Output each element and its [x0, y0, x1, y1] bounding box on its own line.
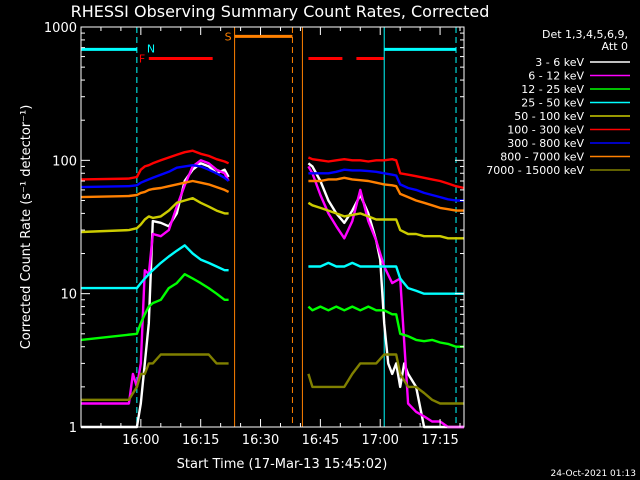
x-tick-label-17-00: 17:00 — [361, 433, 398, 448]
event-label-s: S — [225, 30, 232, 43]
x-tick-label-16-45: 16:45 — [302, 433, 339, 448]
series-line-7000-15000-kev — [81, 353, 464, 405]
axis-ticks: 16:00 16:15 16:30 16:45 17:00 17:15 1 10 100 1000 — [44, 21, 464, 448]
event-bars: S FN — [81, 30, 457, 66]
series-line-800-7000-kev — [80, 176, 464, 212]
legend-label-6-12-kev: 6 - 12 keV — [528, 70, 584, 83]
legend-label-3-6-kev: 3 - 6 keV — [535, 56, 584, 69]
legend-label-7000-15000-kev: 7000 - 15000 keV — [486, 164, 584, 177]
event-label-f: F — [139, 53, 145, 66]
legend-label-300-800-kev: 300 - 800 keV — [507, 137, 584, 150]
x-tick-label-16-00: 16:00 — [122, 433, 159, 448]
legend-label-12-25-kev: 12 - 25 keV — [521, 83, 584, 96]
legend-header-line-1: Att 0 — [602, 40, 628, 53]
legend-label-50-100-kev: 50 - 100 keV — [514, 110, 584, 123]
y-tick-label-100: 100 — [52, 154, 77, 169]
y-tick-label-1000: 1000 — [44, 21, 77, 36]
timestamp: 24-Oct-2021 01:13 — [551, 469, 636, 479]
y-tick-label-10: 10 — [60, 288, 77, 303]
plot-frame — [80, 26, 465, 428]
x-axis-label: Start Time (17-Mar-13 15:45:02) — [177, 457, 388, 472]
x-tick-label-17-15: 17:15 — [421, 433, 458, 448]
series-line-300-800-kev — [80, 164, 464, 202]
legend-label-25-50-kev: 25 - 50 keV — [521, 97, 584, 110]
series-line-12-25-kev — [80, 273, 464, 348]
y-tick-label-1: 1 — [69, 421, 77, 436]
chart-title: RHESSI Observing Summary Count Rates, Co… — [71, 2, 490, 21]
series-line-25-50-kev — [81, 244, 464, 295]
series-line-50-100-kev — [80, 197, 464, 240]
legend-label-800-7000-kev: 800 - 7000 keV — [500, 151, 584, 164]
x-tick-label-16-15: 16:15 — [182, 433, 219, 448]
series-line-100-300-kev — [80, 149, 465, 190]
legend-header-line-0: Det 1,3,4,5,6,9, — [542, 28, 628, 41]
x-tick-label-16-30: 16:30 — [242, 433, 279, 448]
legend-label-100-300-kev: 100 - 300 keV — [507, 124, 584, 137]
event-label-n: N — [147, 42, 155, 55]
y-axis-label: Corrected Count Rate (s⁻¹ detector⁻¹) — [19, 105, 34, 350]
